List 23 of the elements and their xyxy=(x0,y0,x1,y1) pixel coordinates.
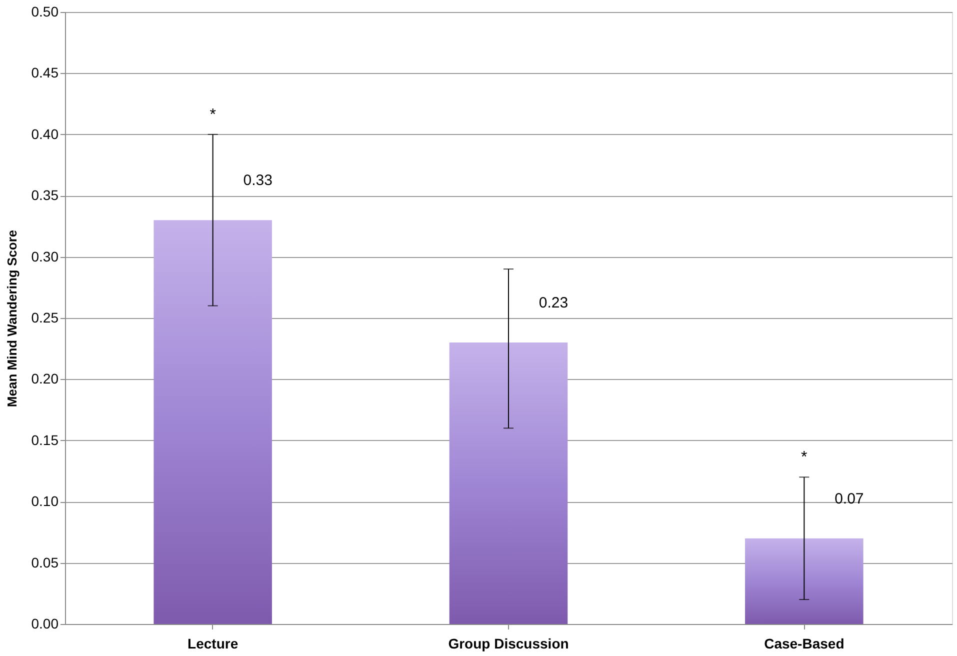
y-tick-label: 0.10 xyxy=(31,493,59,510)
y-tick-label: 0.45 xyxy=(31,64,59,81)
y-tick-label: 0.05 xyxy=(31,554,59,570)
y-axis-title: Mean Mind Wandering Score xyxy=(4,230,20,408)
data-label: 0.07 xyxy=(834,490,864,508)
annotation: * xyxy=(210,106,216,124)
y-tick-label: 0.25 xyxy=(31,310,59,326)
x-tick-label: Lecture xyxy=(188,636,238,652)
y-tick-label: 0.00 xyxy=(31,616,59,632)
bar xyxy=(449,342,568,624)
data-label: 0.33 xyxy=(243,172,272,190)
data-label: 0.23 xyxy=(538,294,568,312)
y-tick-label: 0.35 xyxy=(31,187,59,204)
x-tick-label: Group Discussion xyxy=(448,636,569,652)
y-tick-label: 0.50 xyxy=(31,4,59,20)
y-tick-label: 0.15 xyxy=(31,432,59,448)
y-tick-label: 0.20 xyxy=(31,370,59,387)
y-tick-label: 0.40 xyxy=(31,126,59,142)
annotation: * xyxy=(801,449,808,466)
x-tick-label: Case-Based xyxy=(764,636,844,652)
y-tick-label: 0.30 xyxy=(31,248,59,264)
bar xyxy=(745,538,864,624)
bar xyxy=(154,220,272,624)
